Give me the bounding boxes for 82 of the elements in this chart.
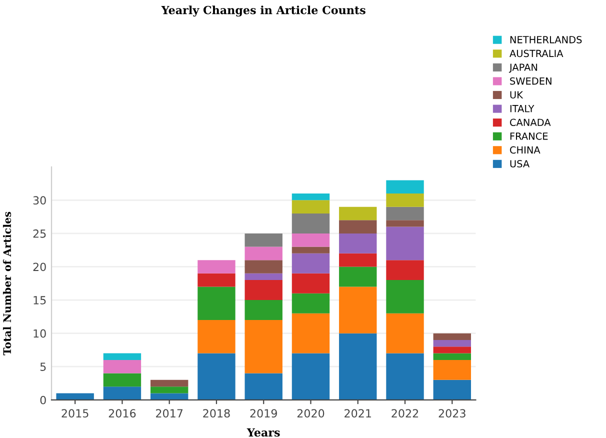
bar (386, 260, 424, 280)
chart-title: Yearly Changes in Article Counts (161, 6, 366, 17)
y-axis-title: Total Number of Articles (2, 212, 12, 356)
legend-label: USA (510, 160, 530, 168)
bar (244, 280, 282, 300)
bar (198, 286, 236, 320)
x-tick-label: 2021 (344, 409, 371, 418)
bar (244, 260, 282, 274)
bar (198, 353, 236, 400)
bar (244, 233, 282, 247)
bar (198, 320, 236, 354)
bar (386, 180, 424, 194)
bar (56, 393, 94, 400)
y-tick-label: 25 (33, 229, 46, 238)
y-tick-label: 10 (34, 329, 46, 338)
bar (150, 380, 188, 387)
bar (386, 280, 424, 314)
bar (386, 226, 424, 260)
bar (292, 194, 330, 200)
x-tick-label: 2016 (108, 409, 136, 418)
x-axis-title: Years (246, 428, 280, 437)
bar (198, 273, 236, 287)
legend-label: FRANCE (510, 132, 548, 140)
x-tick-label: 2020 (297, 409, 324, 418)
bar (292, 200, 330, 214)
bar (339, 266, 377, 287)
bar (244, 373, 282, 400)
y-tick-label: 15 (34, 296, 46, 304)
bar (244, 273, 282, 280)
bar (103, 386, 142, 400)
legend-label: AUSTRALIA (510, 50, 564, 58)
bar (292, 273, 330, 294)
legend-label: UK (510, 91, 524, 98)
bar (244, 300, 282, 320)
bar (292, 353, 330, 400)
legend-label: ITALY (510, 105, 534, 112)
bar (339, 333, 377, 400)
bar (292, 233, 330, 247)
bar (244, 320, 282, 374)
bar (433, 346, 471, 354)
y-tick-label: 5 (40, 362, 46, 371)
legend-label: CANADA (510, 118, 551, 126)
legend-label: CHINA (510, 146, 540, 154)
legend-label: SWEDEN (510, 77, 552, 85)
bar (198, 260, 236, 274)
bar (386, 220, 424, 227)
bar (292, 246, 330, 254)
bar (103, 353, 142, 360)
bar (150, 393, 188, 400)
bar (433, 340, 471, 347)
bar (292, 293, 330, 314)
bar (386, 313, 424, 354)
bar (244, 246, 282, 260)
bar (433, 360, 471, 380)
legend-label: NETHERLANDS (510, 36, 582, 44)
legend-label: JAPAN (508, 64, 538, 73)
x-tick-label: 2023 (438, 409, 466, 418)
x-tick-label: 2017 (156, 409, 183, 418)
y-tick-label: 20 (33, 262, 46, 272)
x-tick-label: 2018 (203, 409, 230, 418)
y-tick-label: 30 (33, 196, 46, 205)
y-tick-label: 0 (40, 396, 46, 404)
bar (386, 206, 424, 220)
bar (292, 253, 330, 274)
bar (292, 313, 330, 354)
bar (103, 373, 142, 387)
x-tick-label: 2022 (392, 409, 418, 418)
bar (433, 333, 471, 340)
x-tick-label: 2015 (62, 409, 88, 418)
bar (386, 353, 424, 400)
bar (292, 213, 330, 234)
bar (433, 353, 471, 360)
bar (386, 194, 424, 207)
bar (150, 386, 188, 394)
bar (433, 380, 471, 400)
bar (339, 253, 377, 267)
bar (339, 233, 377, 254)
bar (339, 286, 377, 334)
bar (339, 206, 377, 220)
x-tick-label: 2019 (250, 409, 277, 418)
bar (103, 360, 142, 374)
bar (339, 220, 377, 234)
